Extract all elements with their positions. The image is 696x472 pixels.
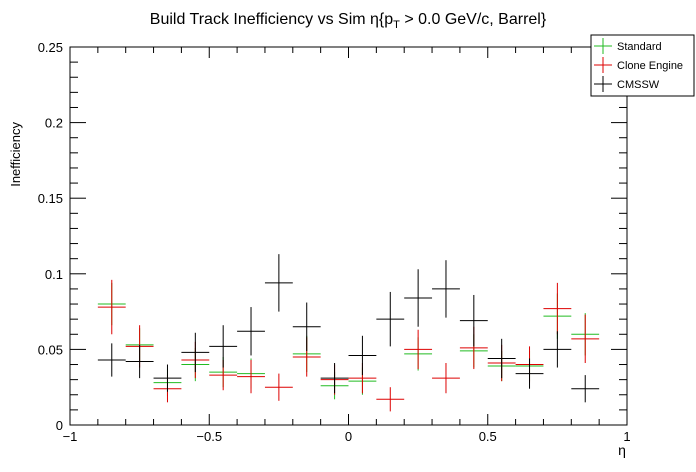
chart-title-main: Build Track Inefficiency vs Sim η{p bbox=[150, 11, 393, 28]
legend-item: CMSSW bbox=[594, 76, 660, 92]
plot-frame bbox=[69, 46, 628, 426]
data-point bbox=[97, 343, 126, 377]
data-point bbox=[543, 331, 572, 368]
x-axis-label: η bbox=[618, 442, 626, 458]
chart-title: Build Track Inefficiency vs Sim η{pT > 0… bbox=[150, 11, 547, 31]
data-point bbox=[125, 344, 154, 379]
x-tick-label: 1 bbox=[623, 429, 630, 444]
series-clone-engine bbox=[97, 279, 600, 412]
series-cmssw bbox=[97, 254, 600, 403]
legend-label: Clone Engine bbox=[617, 60, 683, 72]
y-axis-label: Inefficiency bbox=[8, 122, 23, 187]
y-tick-label: 0 bbox=[56, 418, 63, 433]
legend-items: Standard Clone Engine CMSSW bbox=[594, 38, 683, 92]
data-point bbox=[515, 358, 544, 389]
legend-label: CMSSW bbox=[617, 79, 660, 91]
legend-item: Standard bbox=[594, 38, 662, 54]
y-tick-label: 0.2 bbox=[45, 116, 63, 131]
data-point bbox=[320, 363, 349, 394]
chart-title-subscript: T bbox=[393, 19, 400, 31]
x-tick-label: −0.5 bbox=[196, 429, 222, 444]
data-point bbox=[348, 335, 377, 376]
data-point bbox=[237, 359, 265, 394]
data-point bbox=[432, 260, 460, 318]
data-point bbox=[571, 375, 600, 403]
data-point bbox=[264, 373, 293, 401]
axes: −1 −0.5 0 0.5 1 0 0.05 0.1 0.15 0.2 0.25 bbox=[38, 40, 631, 444]
x-tick-label: 0.5 bbox=[479, 429, 497, 444]
chart-title-rest: > 0.0 GeV/c, Barrel} bbox=[400, 11, 547, 28]
x-tick-label: −1 bbox=[63, 429, 78, 444]
y-tick-label: 0.05 bbox=[38, 342, 63, 357]
y-tick-label: 0.15 bbox=[38, 191, 63, 206]
data-point bbox=[209, 325, 238, 368]
y-tick-label: 0.1 bbox=[45, 267, 63, 282]
data-point bbox=[181, 332, 210, 373]
data-point bbox=[404, 269, 433, 327]
data-point bbox=[487, 338, 516, 379]
series-layer bbox=[97, 254, 600, 412]
x-tick-label: 0 bbox=[345, 429, 352, 444]
data-point bbox=[376, 387, 405, 412]
data-point bbox=[432, 363, 460, 394]
data-point bbox=[543, 282, 572, 335]
data-point bbox=[97, 279, 126, 335]
data-point bbox=[292, 302, 321, 351]
legend: Standard Clone Engine CMSSW bbox=[590, 34, 695, 97]
data-point bbox=[459, 294, 488, 347]
data-point bbox=[404, 329, 433, 370]
data-point bbox=[376, 291, 405, 347]
data-point bbox=[571, 314, 600, 364]
data-point bbox=[237, 307, 265, 356]
legend-label: Standard bbox=[617, 41, 662, 53]
data-point bbox=[264, 254, 293, 312]
series-standard bbox=[97, 282, 600, 400]
legend-item: Clone Engine bbox=[594, 57, 683, 73]
data-point bbox=[153, 364, 182, 392]
y-tick-label: 0.25 bbox=[38, 40, 63, 55]
